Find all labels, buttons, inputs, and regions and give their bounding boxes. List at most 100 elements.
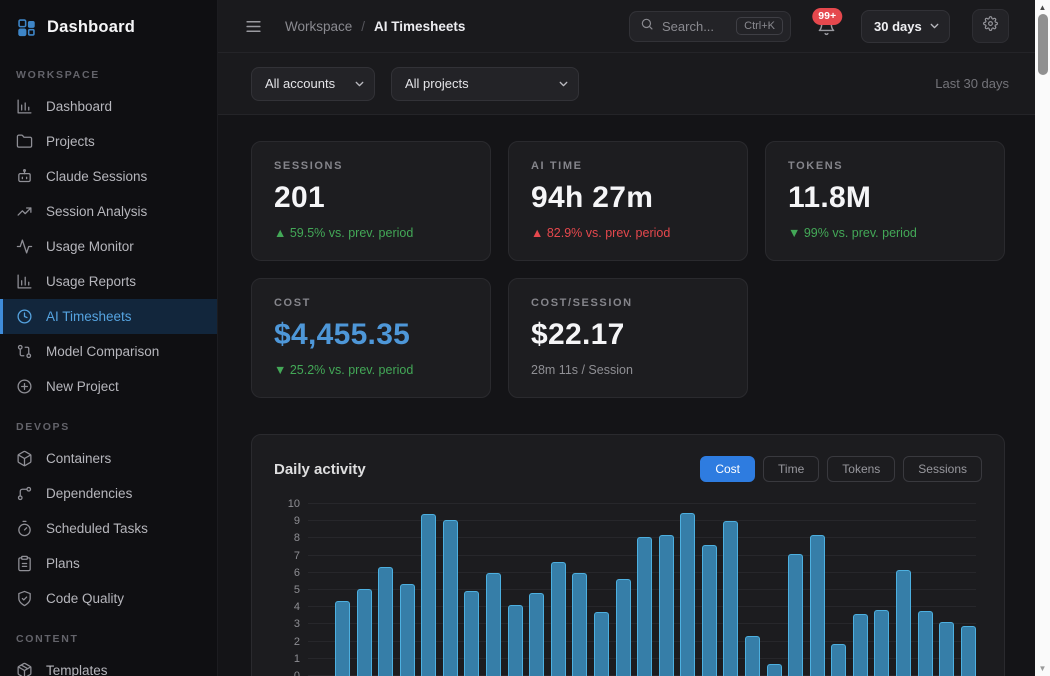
menu-toggle-button[interactable]	[244, 17, 263, 36]
chart-bar-day-2[interactable]	[356, 589, 372, 676]
chart-metric-toggles: Cost Time Tokens Sessions	[700, 456, 982, 482]
chart-bar-day-19[interactable]	[723, 521, 739, 676]
chart-bar-day-11[interactable]	[550, 562, 566, 676]
sidebar-item-usage-monitor[interactable]: Usage Monitor	[0, 229, 217, 264]
sidebar-item-model-comparison[interactable]: Model Comparison	[0, 334, 217, 369]
chart-bar-day-1[interactable]	[335, 601, 350, 676]
sidebar-item-label: Usage Monitor	[46, 239, 134, 254]
brand-title: Dashboard	[47, 18, 135, 36]
y-axis-tick-label: 9	[293, 515, 300, 528]
brand-row[interactable]: Dashboard	[0, 0, 217, 52]
notifications-button[interactable]: 99+	[812, 8, 843, 41]
chart-bars	[308, 500, 976, 676]
dashboard-logo-icon	[16, 17, 37, 38]
stat-card-ai-time: AI TIME 94h 27m ▲ 82.9% vs. prev. period	[508, 141, 748, 261]
chart-bar-day-15[interactable]	[637, 537, 653, 676]
y-axis-tick-label: 2	[293, 635, 300, 648]
sidebar-item-label: Model Comparison	[46, 344, 160, 359]
period-select[interactable]: 30 days	[861, 9, 950, 43]
sidebar-item-label: Containers	[46, 451, 112, 466]
chart-bar-day-6[interactable]	[442, 520, 458, 676]
chart-bar-day-9[interactable]	[507, 605, 523, 676]
stat-card-sessions: SESSIONS 201 ▲ 59.5% vs. prev. period	[251, 141, 491, 261]
plus-circle-icon	[17, 379, 32, 394]
chart-bar-day-12[interactable]	[572, 573, 588, 676]
stat-card-cost: COST $4,455.35 ▼ 25.2% vs. prev. period	[251, 278, 491, 398]
search-box[interactable]: Ctrl+K	[629, 10, 791, 42]
chart-bar-day-28[interactable]	[917, 611, 933, 676]
settings-button[interactable]	[972, 9, 1009, 43]
chart-bar-day-26[interactable]	[874, 610, 890, 676]
chart-bar-day-8[interactable]	[486, 573, 502, 676]
sidebar-item-label: Projects	[46, 134, 95, 149]
sidebar-item-label: Session Analysis	[46, 204, 148, 219]
chart-bar-day-13[interactable]	[593, 612, 609, 676]
y-axis-tick-label: 6	[293, 566, 300, 579]
search-input[interactable]	[662, 18, 729, 34]
chart-bar-day-10[interactable]	[529, 593, 545, 676]
y-axis-tick-label: 10	[287, 498, 300, 510]
sidebar-item-new-project[interactable]: New Project	[0, 369, 217, 404]
sidebar-item-ai-timesheets[interactable]: AI Timesheets	[0, 299, 217, 334]
sidebar-item-label: Scheduled Tasks	[46, 521, 148, 536]
sidebar-item-code-quality[interactable]: Code Quality	[0, 581, 217, 616]
y-axis-tick-label: 8	[293, 532, 300, 545]
chart-bar-day-5[interactable]	[421, 514, 437, 676]
sidebar: Dashboard WORKSPACE Dashboard Projects Clau…	[0, 0, 218, 676]
chart-bar-day-14[interactable]	[615, 579, 631, 676]
sidebar-item-scheduled-tasks[interactable]: Scheduled Tasks	[0, 511, 217, 546]
sidebar-item-label: Dependencies	[46, 486, 133, 501]
sidebar-item-projects[interactable]: Projects	[0, 124, 217, 159]
scroll-up-arrow-icon[interactable]: ▲	[1038, 3, 1047, 12]
vertical-scrollbar[interactable]: ▲ ▼	[1035, 0, 1050, 676]
chart-bar-day-17[interactable]	[680, 513, 696, 676]
sidebar-item-session-analysis[interactable]: Session Analysis	[0, 194, 217, 229]
gear-icon	[983, 16, 998, 31]
accounts-select[interactable]: All accounts	[251, 66, 375, 101]
projects-select[interactable]: All projects	[391, 66, 579, 101]
chart-bar-day-27[interactable]	[896, 570, 912, 676]
sidebar-item-usage-reports[interactable]: Usage Reports	[0, 264, 217, 299]
scroll-down-arrow-icon[interactable]: ▼	[1038, 664, 1047, 673]
scrollbar-thumb[interactable]	[1037, 14, 1048, 75]
sidebar-item-plans[interactable]: Plans	[0, 546, 217, 581]
chart-bar-day-25[interactable]	[852, 614, 868, 676]
chart-bar-day-7[interactable]	[464, 591, 480, 676]
topbar: Workspace / AI Timesheets Ctrl+K 99+ 30 …	[218, 0, 1035, 53]
sidebar-item-templates[interactable]: Templates	[0, 653, 217, 676]
stat-value: 11.8M	[788, 181, 872, 214]
chart-toggle-sessions[interactable]: Sessions	[903, 456, 982, 482]
gear-icon	[983, 16, 998, 36]
git-branch-icon	[17, 486, 32, 501]
chart-bar-day-16[interactable]	[658, 535, 674, 676]
sidebar-item-dependencies[interactable]: Dependencies	[0, 476, 217, 511]
stat-value: 94h 27m	[531, 181, 654, 214]
breadcrumb: Workspace / AI Timesheets	[285, 19, 465, 34]
shield-check-icon	[18, 590, 31, 607]
chart-toggle-tokens[interactable]: Tokens	[827, 456, 896, 482]
projects-select-wrap: All projects	[391, 66, 579, 101]
sidebar-section-label: CONTENT	[16, 633, 79, 645]
chart-bar-day-30[interactable]	[960, 626, 976, 676]
chart-bar-day-21[interactable]	[766, 664, 782, 676]
chart-bar-day-24[interactable]	[831, 644, 847, 676]
sidebar-item-containers[interactable]: Containers	[0, 441, 217, 476]
chart-bar-day-18[interactable]	[701, 545, 717, 676]
chart-gridline	[308, 503, 976, 504]
chart-bar-day-23[interactable]	[809, 535, 825, 676]
page-content: SESSIONS 201 ▲ 59.5% vs. prev. period AI TI…	[218, 115, 1035, 676]
search-icon	[641, 18, 653, 30]
clock-icon	[17, 309, 32, 324]
chart-bar-day-22[interactable]	[788, 554, 804, 676]
chart-toggle-cost[interactable]: Cost	[700, 456, 756, 482]
sidebar-item-label: Code Quality	[46, 591, 125, 606]
chart-bar-day-29[interactable]	[939, 622, 955, 676]
breadcrumb-parent[interactable]: Workspace	[285, 18, 353, 34]
sidebar-item-dashboard[interactable]: Dashboard	[0, 89, 217, 124]
chart-bar-day-20[interactable]	[744, 636, 760, 676]
sidebar-item-claude-sessions[interactable]: Claude Sessions	[0, 159, 217, 194]
chart-bar-day-3[interactable]	[378, 567, 394, 676]
chart-bar-day-4[interactable]	[399, 584, 415, 676]
chart-toggle-time[interactable]: Time	[763, 456, 820, 482]
y-axis-tick-label: 3	[293, 618, 300, 631]
